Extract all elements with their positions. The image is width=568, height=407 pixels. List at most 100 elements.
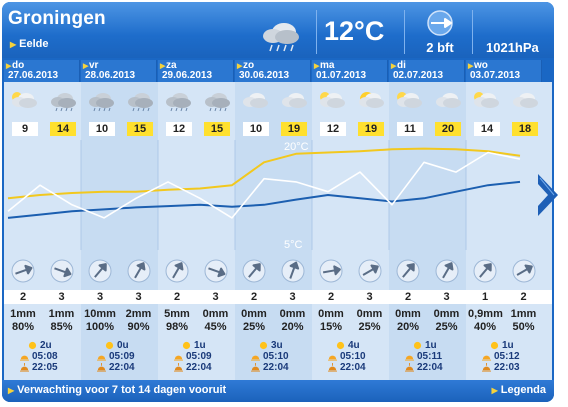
wind-arrow-icon	[473, 259, 497, 283]
sunrise-time: 05:08	[32, 351, 58, 362]
sunrise-time: 05:09	[186, 351, 212, 362]
legend-link[interactable]: ▶ Legenda	[492, 384, 546, 396]
min-temperature: 11	[397, 122, 423, 136]
day-header-row: ▶ do 27.06.2013 ▶ vr 28.06.2013 ▶ za 29.06.2013 ▶…	[4, 60, 552, 82]
min-temperature: 10	[89, 122, 115, 136]
wind-arrow-icon	[435, 259, 458, 283]
precipitation-cell: 10mm 100%	[83, 308, 117, 334]
triangle-icon: ▶	[6, 63, 12, 70]
sunrise-icon	[20, 355, 29, 361]
sunset-time: 22:05	[32, 362, 58, 373]
header: Groningen ▶ Eelde 12°C 2 bft 1021hPa	[2, 2, 554, 58]
precipitation-cell: 0,9mm 40%	[468, 308, 503, 334]
sunrise: 05:09	[95, 351, 161, 362]
max-temperature-line	[7, 147, 521, 200]
day-header[interactable]: ▶ do 27.06.2013	[4, 60, 80, 82]
wind-force: 3	[96, 291, 104, 303]
sun-cell: 1u 05:11 22:04	[403, 340, 469, 373]
day-header[interactable]: ▶ ma 01.07.2013	[312, 60, 388, 82]
day-name: ma	[320, 60, 335, 71]
precipitation-cell: 0mm 20%	[276, 308, 310, 334]
precipitation-chance: 45%	[204, 321, 227, 333]
current-pressure: 1021hPa	[486, 40, 539, 55]
sun-icon	[336, 341, 345, 350]
sun-hours: 4u	[326, 340, 392, 351]
max-temperature: 19	[358, 122, 384, 136]
sunrise-time: 05:11	[417, 351, 443, 362]
max-temperature: 15	[127, 122, 153, 136]
precipitation-cell: 0mm 15%	[314, 308, 348, 334]
wind-force: 3	[366, 291, 373, 303]
sunset-icon	[251, 363, 260, 372]
wind-arrow-icon	[512, 259, 535, 283]
sun-cell: 1u 05:09 22:04	[172, 340, 238, 373]
next-arrow-icon[interactable]	[536, 170, 560, 220]
precipitation-amount: 1mm	[10, 308, 36, 320]
wind-force: 3	[212, 291, 219, 303]
divider	[316, 10, 317, 54]
max-temperature: 18	[512, 122, 538, 136]
day-header[interactable]: ▶ di 02.07.2013	[389, 60, 465, 82]
wind-direction-row	[4, 254, 552, 290]
cloud-sun-icon	[12, 92, 37, 108]
cloud-rain-icon	[89, 93, 114, 112]
wind-arrow-icon	[127, 259, 150, 283]
day-header[interactable]: ▶ zo 30.06.2013	[235, 60, 311, 82]
precipitation-amount: 0,9mm	[468, 308, 503, 320]
sunrise: 05:10	[326, 351, 392, 362]
city-name: Groningen	[8, 8, 106, 29]
sunset-icon	[97, 363, 106, 372]
precipitation-chance: 40%	[473, 321, 497, 333]
wind-arrow-icon	[165, 259, 189, 283]
sun-icon	[105, 341, 114, 350]
sun-hours-value: 1u	[425, 340, 437, 351]
graph-label-top: 20°C	[284, 141, 309, 153]
wind-force: 2	[19, 291, 27, 303]
sunset: 22:04	[326, 362, 392, 373]
precipitation-cell: 0mm 25%	[353, 308, 387, 334]
day-date: 29.06.2013	[162, 70, 213, 81]
wind-arrow-icon	[11, 259, 35, 283]
sun-cloud-icon	[358, 92, 384, 108]
day-header[interactable]: ▶ za 29.06.2013	[158, 60, 234, 82]
sunset-time: 22:04	[186, 362, 212, 373]
sunset-time: 22:04	[340, 362, 366, 373]
precipitation-chance: 100%	[85, 321, 115, 333]
sunrise-icon	[328, 355, 337, 361]
precipitation-cell: 0mm 45%	[199, 308, 233, 334]
cloud-icon	[512, 93, 538, 108]
forecast-link[interactable]: ▶ Verwachting voor 7 tot 14 dagen vooruit	[8, 384, 226, 396]
wind-force: 2	[520, 291, 527, 303]
precipitation-cell: 5mm 98%	[160, 308, 194, 334]
sun-hours-value: 2u	[40, 340, 52, 351]
cloud-rain-icon	[166, 93, 191, 112]
sunset: 22:04	[172, 362, 238, 373]
wind-arrow-icon	[242, 259, 266, 283]
day-name: za	[166, 60, 177, 71]
min-temperature: 12	[320, 122, 346, 136]
sunset-time: 22:04	[109, 362, 135, 373]
precipitation-chance: 25%	[435, 321, 458, 333]
wind-arrow-icon	[358, 259, 381, 283]
sunrise-time: 05:10	[263, 351, 289, 362]
precipitation-cell: 0mm 20%	[391, 308, 425, 334]
sun-cell: 3u 05:10 22:04	[249, 340, 315, 373]
precipitation-amount: 0mm	[202, 308, 229, 320]
current-temperature: 12°C	[324, 16, 385, 46]
precipitation-chance: 25%	[358, 321, 381, 333]
temperature-row: 9 14 10 15 12 15 10 19 12 19 11 20 14 18	[4, 122, 552, 138]
sunrise: 05:12	[480, 351, 546, 362]
forecast-link-label: Verwachting voor 7 tot 14 dagen vooruit	[17, 384, 227, 396]
triangle-icon: ▶	[160, 63, 166, 70]
precipitation-amount: 0mm	[279, 308, 306, 320]
sunset-icon	[174, 363, 183, 372]
station-link[interactable]: ▶ Eelde	[10, 38, 49, 50]
sun-row: 2u 05:08 22:05 0u 05:09 22:04 1u 05:09 22:04 3u 05…	[4, 340, 552, 380]
sunrise-time: 05:12	[494, 351, 520, 362]
day-header[interactable]: ▶ wo 03.07.2013	[466, 60, 542, 82]
weather-icons-row	[4, 82, 552, 120]
precipitation-chance: 80%	[11, 321, 35, 333]
day-header[interactable]: ▶ vr 28.06.2013	[81, 60, 157, 82]
sun-hours-value: 1u	[502, 340, 514, 351]
